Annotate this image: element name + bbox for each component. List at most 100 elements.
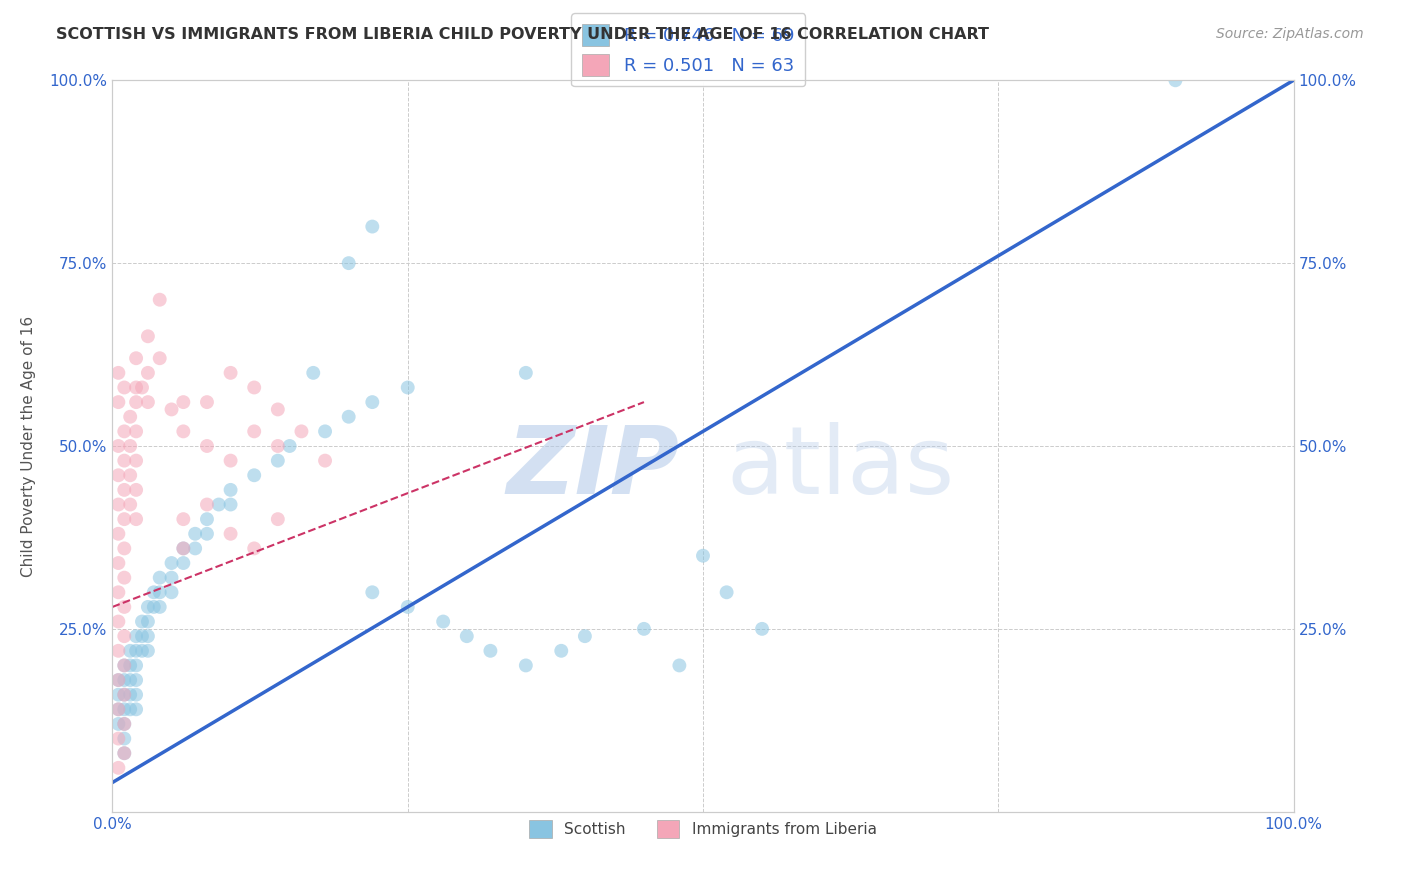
- Point: [751, 622, 773, 636]
- Point: [125, 702, 148, 716]
- Point: [160, 402, 183, 417]
- Point: [195, 512, 218, 526]
- Point: [479, 644, 502, 658]
- Point: [112, 746, 135, 760]
- Point: [125, 644, 148, 658]
- Point: [107, 468, 129, 483]
- Point: [302, 366, 325, 380]
- Point: [112, 599, 135, 614]
- Point: [195, 526, 218, 541]
- Point: [125, 483, 148, 497]
- Point: [219, 483, 242, 497]
- Point: [314, 425, 336, 439]
- Point: [142, 585, 165, 599]
- Point: [633, 622, 655, 636]
- Point: [112, 717, 135, 731]
- Point: [112, 658, 135, 673]
- Point: [432, 615, 454, 629]
- Legend: Scottish, Immigrants from Liberia: Scottish, Immigrants from Liberia: [523, 814, 883, 845]
- Point: [219, 498, 242, 512]
- Point: [125, 395, 148, 409]
- Point: [136, 615, 159, 629]
- Point: [243, 425, 266, 439]
- Point: [290, 425, 312, 439]
- Point: [314, 453, 336, 467]
- Point: [267, 439, 290, 453]
- Point: [112, 688, 135, 702]
- Point: [125, 351, 148, 366]
- Point: [243, 468, 266, 483]
- Point: [112, 688, 135, 702]
- Point: [267, 402, 290, 417]
- Point: [112, 512, 135, 526]
- Point: [136, 644, 159, 658]
- Point: [125, 512, 148, 526]
- Point: [172, 425, 194, 439]
- Point: [125, 380, 148, 394]
- Point: [112, 425, 135, 439]
- Point: [107, 615, 129, 629]
- Point: [515, 658, 537, 673]
- Point: [125, 673, 148, 687]
- Point: [267, 512, 290, 526]
- Point: [107, 498, 129, 512]
- Point: [172, 512, 194, 526]
- Point: [337, 409, 360, 424]
- Point: [515, 366, 537, 380]
- Point: [107, 526, 129, 541]
- Point: [131, 644, 153, 658]
- Point: [195, 498, 218, 512]
- Point: [131, 615, 153, 629]
- Point: [267, 453, 290, 467]
- Point: [278, 439, 301, 453]
- Point: [112, 746, 135, 760]
- Point: [149, 293, 172, 307]
- Point: [120, 673, 142, 687]
- Point: [107, 731, 129, 746]
- Point: [716, 585, 738, 599]
- Point: [361, 395, 384, 409]
- Point: [668, 658, 690, 673]
- Point: [136, 395, 159, 409]
- Text: ZIP: ZIP: [506, 422, 679, 514]
- Point: [107, 644, 129, 658]
- Point: [107, 761, 129, 775]
- Point: [107, 688, 129, 702]
- Point: [550, 644, 572, 658]
- Point: [149, 571, 172, 585]
- Point: [107, 395, 129, 409]
- Text: atlas: atlas: [727, 422, 955, 514]
- Point: [243, 380, 266, 394]
- Point: [125, 453, 148, 467]
- Point: [131, 380, 153, 394]
- Point: [120, 644, 142, 658]
- Point: [112, 541, 135, 556]
- Point: [120, 688, 142, 702]
- Point: [136, 629, 159, 643]
- Point: [125, 425, 148, 439]
- Point: [107, 717, 129, 731]
- Point: [149, 585, 172, 599]
- Point: [219, 366, 242, 380]
- Point: [120, 702, 142, 716]
- Point: [120, 468, 142, 483]
- Point: [107, 702, 129, 716]
- Point: [112, 673, 135, 687]
- Point: [112, 571, 135, 585]
- Text: Source: ZipAtlas.com: Source: ZipAtlas.com: [1216, 27, 1364, 41]
- Point: [184, 526, 207, 541]
- Point: [142, 599, 165, 614]
- Point: [195, 439, 218, 453]
- Point: [219, 526, 242, 541]
- Point: [136, 366, 159, 380]
- Point: [160, 556, 183, 570]
- Point: [160, 585, 183, 599]
- Point: [243, 541, 266, 556]
- Point: [172, 556, 194, 570]
- Point: [172, 395, 194, 409]
- Point: [136, 599, 159, 614]
- Point: [149, 351, 172, 366]
- Point: [361, 219, 384, 234]
- Point: [107, 439, 129, 453]
- Point: [574, 629, 596, 643]
